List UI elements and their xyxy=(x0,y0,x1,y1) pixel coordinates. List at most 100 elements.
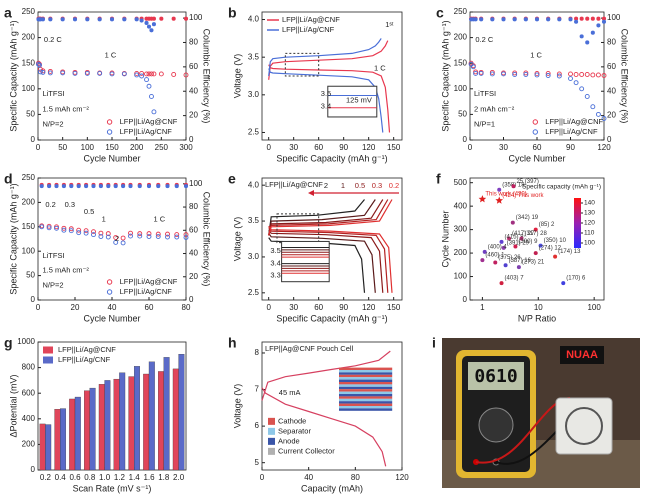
plot-frame xyxy=(261,341,403,471)
legend-swatch xyxy=(106,119,113,125)
efficiency-point xyxy=(149,28,154,33)
y-tick-label: 4.0 xyxy=(248,180,260,189)
x-tick-label: 0 xyxy=(260,473,265,482)
annotation: 1.5 mAh cm⁻² xyxy=(42,104,89,113)
point xyxy=(533,251,538,256)
y-tick-label: 500 xyxy=(454,178,468,187)
legend-label: 0.2 xyxy=(389,181,399,190)
x-tick-label: 60 xyxy=(533,143,542,152)
capacity-point xyxy=(120,235,126,241)
y-tick-label: 200 xyxy=(22,440,36,449)
efficiency-point xyxy=(134,17,139,22)
capacity-point xyxy=(47,70,53,76)
capacity-point xyxy=(113,235,119,240)
multimeter-display xyxy=(468,362,524,390)
colorbar-tick-label: 130 xyxy=(584,210,595,217)
bar xyxy=(54,409,61,471)
efficiency-point xyxy=(501,17,506,22)
annotation: 1 xyxy=(102,214,106,223)
bar xyxy=(178,354,185,471)
y-tick-label: 200 xyxy=(454,33,468,42)
capacity-point xyxy=(61,225,67,231)
annotation: N/P=1 xyxy=(474,120,495,129)
efficiency-point xyxy=(47,184,52,189)
point xyxy=(533,227,538,232)
annotation: 0.2 C xyxy=(475,35,494,44)
cell-layer xyxy=(339,377,393,380)
y-axis-label: Specific Capacity (mAh g⁻¹) xyxy=(8,183,18,294)
legend-label: LFP||Li/Ag/CNF xyxy=(58,355,111,364)
capacity-point xyxy=(98,230,104,236)
legend-label: LFP||Li/Ag/CNF xyxy=(120,287,173,296)
legend-swatch xyxy=(532,119,538,125)
bar xyxy=(172,368,179,471)
x-tick-label: 1.8 xyxy=(158,473,170,482)
inset-legend-label: Anode xyxy=(278,436,300,445)
point-label: This work (430) xyxy=(485,192,526,198)
annotation: N/P=2 xyxy=(42,280,63,289)
efficiency-point xyxy=(590,16,595,21)
x-tick-label: 120 xyxy=(395,473,409,482)
plot-frame xyxy=(469,177,605,301)
annotation: N/P=2 xyxy=(42,120,63,129)
bar xyxy=(69,398,76,471)
y-tick-label: 100 xyxy=(22,246,36,255)
capacity-point xyxy=(128,230,133,236)
x-tick-label: 0.4 xyxy=(55,473,67,482)
point xyxy=(538,243,543,248)
capacity-point xyxy=(47,68,53,74)
legend-label: LFP||Li/Ag/CNF xyxy=(282,25,335,34)
efficiency-point xyxy=(60,17,65,22)
efficiency-point xyxy=(40,17,45,22)
y-tick-label: 250 xyxy=(454,7,468,16)
x-tick-label: 90 xyxy=(339,303,348,312)
colorbar-tick-label: 100 xyxy=(584,240,595,247)
capacity-point xyxy=(60,70,66,76)
efficiency-point xyxy=(146,184,152,189)
capacity-point xyxy=(174,232,180,238)
zoom-region xyxy=(284,52,320,77)
x-axis-label: Cycle Number xyxy=(83,153,140,163)
point-label: (391) 29 xyxy=(507,240,530,246)
y-tick-label: 200 xyxy=(22,198,36,207)
capacity-point xyxy=(183,232,189,238)
legend-label: 1 xyxy=(341,181,345,190)
y-tick-label: 200 xyxy=(22,33,36,42)
capacity-point xyxy=(568,71,573,77)
capacity-point xyxy=(68,228,74,234)
y-tick-label: 800 xyxy=(22,363,36,372)
y-tick-label: 2.5 xyxy=(248,128,260,137)
efficiency-point xyxy=(106,184,111,189)
x-tick-label: 30 xyxy=(289,143,298,152)
rate-arrowhead xyxy=(308,190,314,196)
annotation: LiTFSI xyxy=(42,251,64,260)
efficiency-point xyxy=(585,16,590,21)
x-tick-label: 40 xyxy=(108,303,117,312)
point-label: (417) 27 xyxy=(512,231,535,237)
y-axis-label: Specific Capacity (mAh g⁻¹) xyxy=(440,20,450,131)
bar xyxy=(143,373,150,471)
legend-swatch xyxy=(43,346,53,354)
efficiency-point xyxy=(54,184,59,189)
bar xyxy=(163,357,170,471)
point xyxy=(499,281,504,286)
efficiency-point xyxy=(171,16,176,21)
efficiency-point xyxy=(48,17,53,22)
colorbar-tick-label: 110 xyxy=(584,230,595,237)
point-star xyxy=(478,195,487,203)
panel-title: LFP||Li/Ag@CNF xyxy=(265,180,323,189)
capacity-point xyxy=(40,68,46,74)
x-tick-label: 1.6 xyxy=(143,473,155,482)
legend-swatch xyxy=(106,289,113,295)
annotation: LiTFSI xyxy=(474,89,496,98)
legend-swatch xyxy=(106,129,113,135)
capacity-point xyxy=(174,234,180,240)
efficiency-point xyxy=(165,184,170,189)
y2-tick-label: 20 xyxy=(189,111,198,120)
capacity-point xyxy=(91,232,96,238)
point-label: (274) 12 xyxy=(539,246,562,252)
legend-label: LFP||Li/Ag/CNF xyxy=(545,127,598,136)
x-tick-label: 50 xyxy=(58,143,67,152)
y2-tick-label: 80 xyxy=(607,38,616,47)
cell-layer xyxy=(339,372,393,375)
